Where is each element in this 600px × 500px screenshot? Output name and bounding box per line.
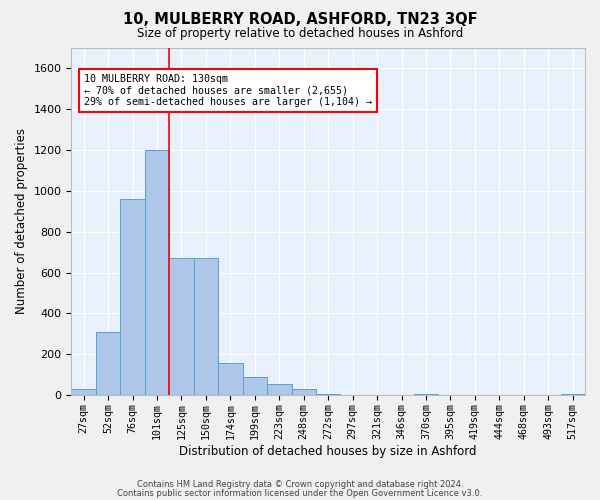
Bar xyxy=(316,394,340,396)
Text: Contains public sector information licensed under the Open Government Licence v3: Contains public sector information licen… xyxy=(118,488,482,498)
Bar xyxy=(560,394,585,396)
Text: 10 MULBERRY ROAD: 130sqm
← 70% of detached houses are smaller (2,655)
29% of sem: 10 MULBERRY ROAD: 130sqm ← 70% of detach… xyxy=(84,74,372,108)
X-axis label: Distribution of detached houses by size in Ashford: Distribution of detached houses by size … xyxy=(179,444,477,458)
Bar xyxy=(242,377,267,396)
Bar xyxy=(96,332,121,396)
Bar xyxy=(218,362,242,396)
Bar xyxy=(194,258,218,396)
Bar xyxy=(267,384,292,396)
Text: Contains HM Land Registry data © Crown copyright and database right 2024.: Contains HM Land Registry data © Crown c… xyxy=(137,480,463,489)
Y-axis label: Number of detached properties: Number of detached properties xyxy=(15,128,28,314)
Bar xyxy=(169,258,194,396)
Text: Size of property relative to detached houses in Ashford: Size of property relative to detached ho… xyxy=(137,28,463,40)
Text: 10, MULBERRY ROAD, ASHFORD, TN23 3QF: 10, MULBERRY ROAD, ASHFORD, TN23 3QF xyxy=(122,12,478,28)
Bar xyxy=(292,389,316,396)
Bar xyxy=(414,394,438,396)
Bar xyxy=(121,199,145,396)
Bar xyxy=(71,389,96,396)
Bar xyxy=(145,150,169,396)
